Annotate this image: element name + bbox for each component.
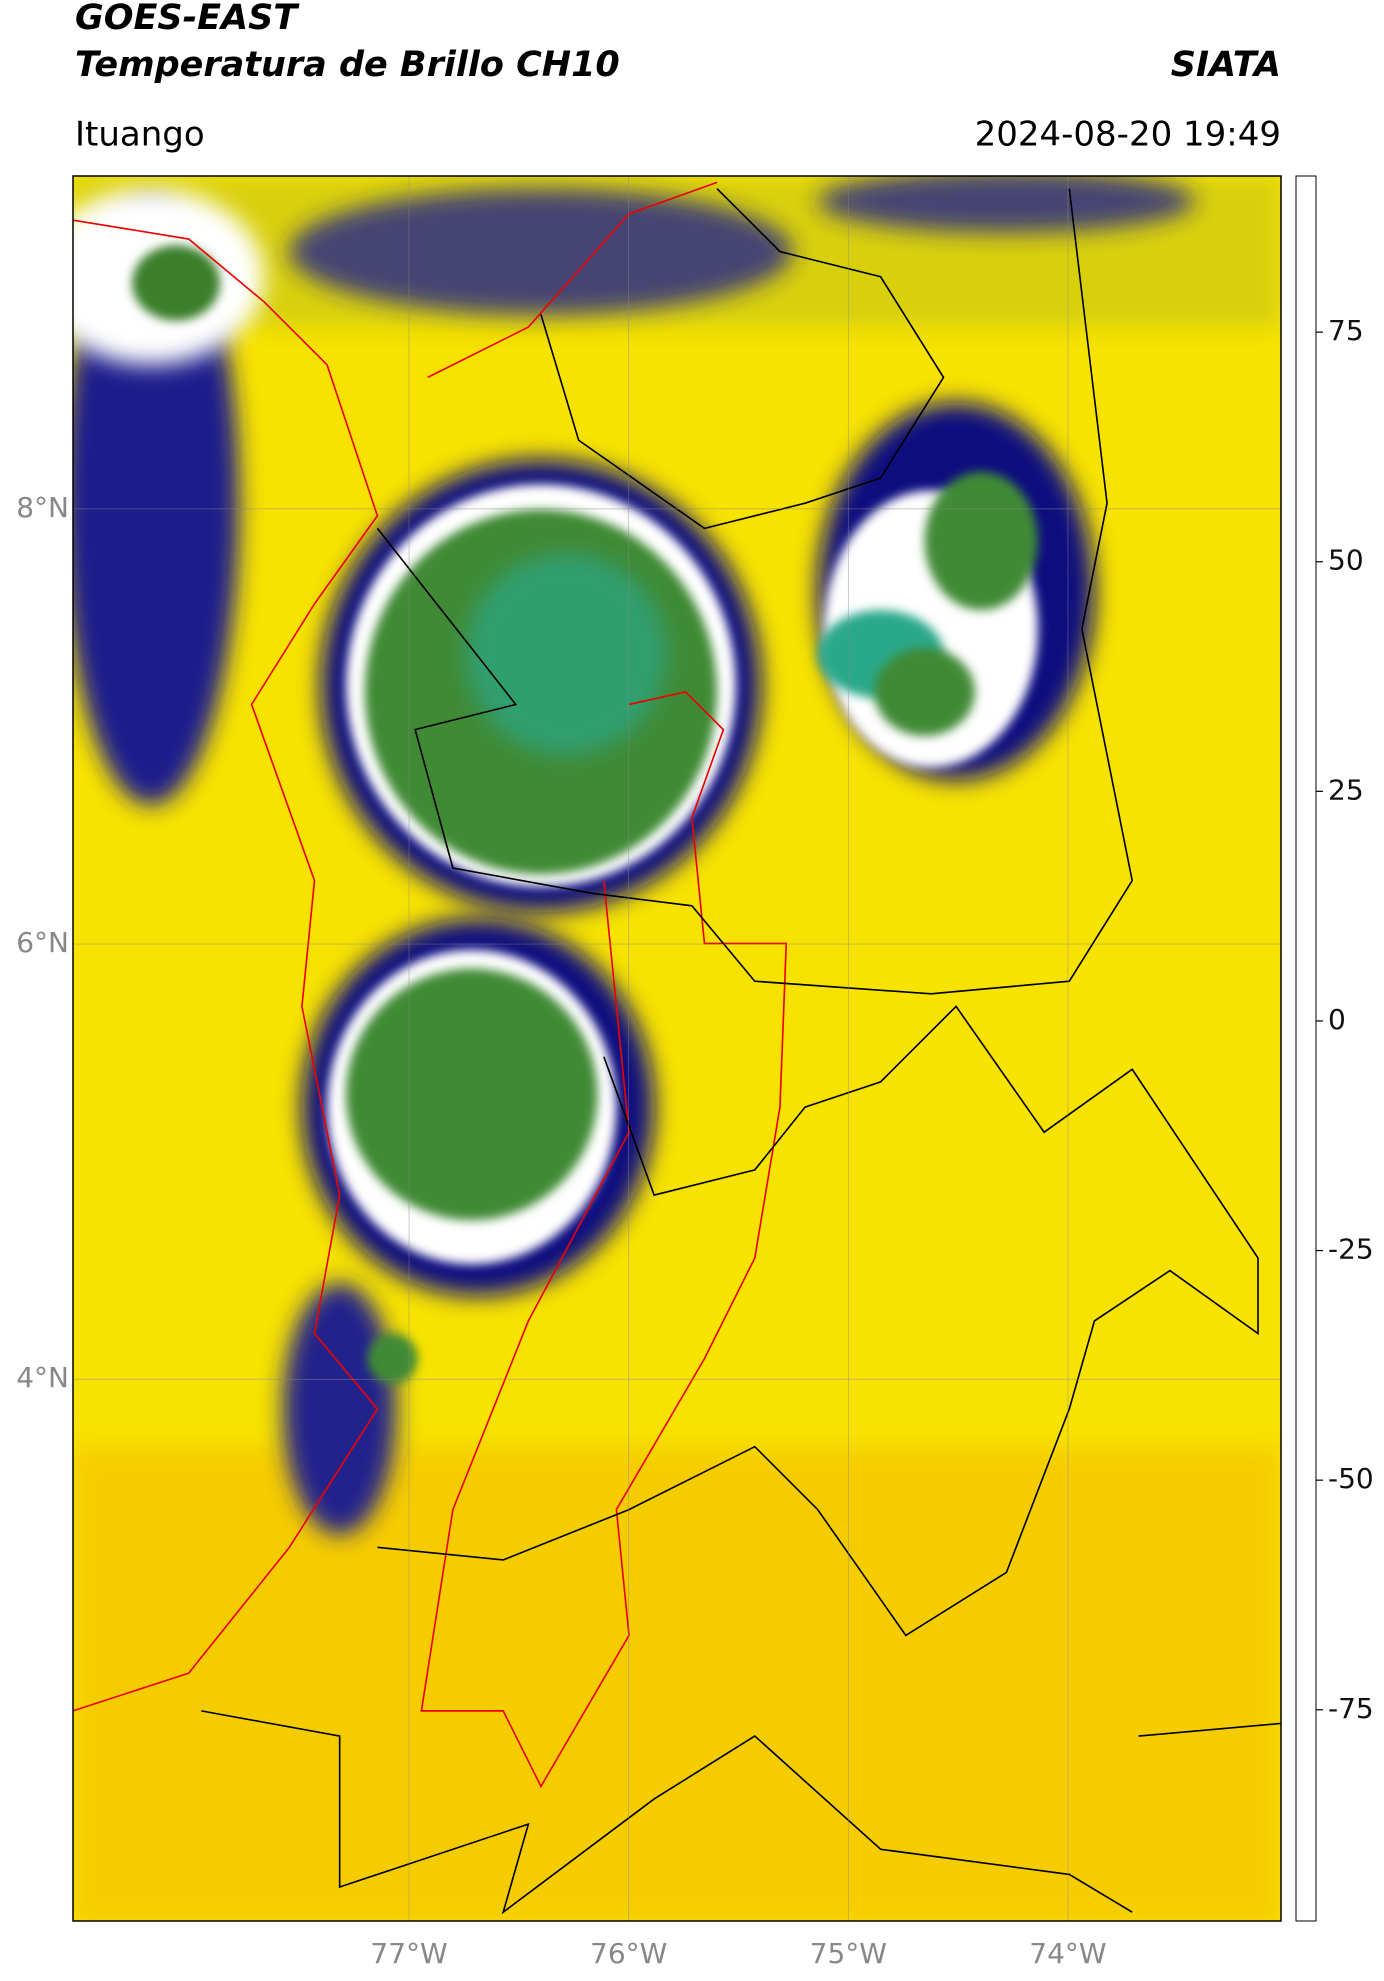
location: Ituango: [75, 115, 205, 155]
colorbar-tick-label: -25: [1328, 1233, 1374, 1266]
colorbar: [1295, 175, 1317, 1922]
y-tick-label: 8°N: [16, 491, 69, 524]
y-tick-label: 4°N: [16, 1361, 69, 1394]
subtitle: Temperatura de Brillo CH10: [75, 45, 620, 85]
colorbar-tick-label: 75: [1328, 314, 1364, 347]
source: SIATA: [1171, 45, 1281, 85]
map-frame: [72, 175, 1282, 1922]
grid: [73, 176, 1281, 1921]
x-tick-label: 75°W: [810, 1937, 887, 1970]
y-tick-label: 6°N: [16, 926, 69, 959]
colorbar-tick-label: -75: [1328, 1692, 1374, 1725]
map-image: [73, 176, 1281, 1921]
x-tick-label: 74°W: [1029, 1937, 1106, 1970]
colorbar-tick-label: 0: [1328, 1003, 1346, 1036]
colorbar-tick-label: 50: [1328, 544, 1364, 577]
title: GOES-EAST: [75, 0, 300, 38]
datetime: 2024-08-20 19:49: [975, 115, 1281, 155]
colorbar-tick-label: 25: [1328, 773, 1364, 806]
x-tick-label: 76°W: [590, 1937, 667, 1970]
colorbar-tick-label: -50: [1328, 1462, 1374, 1495]
x-tick-label: 77°W: [370, 1937, 447, 1970]
